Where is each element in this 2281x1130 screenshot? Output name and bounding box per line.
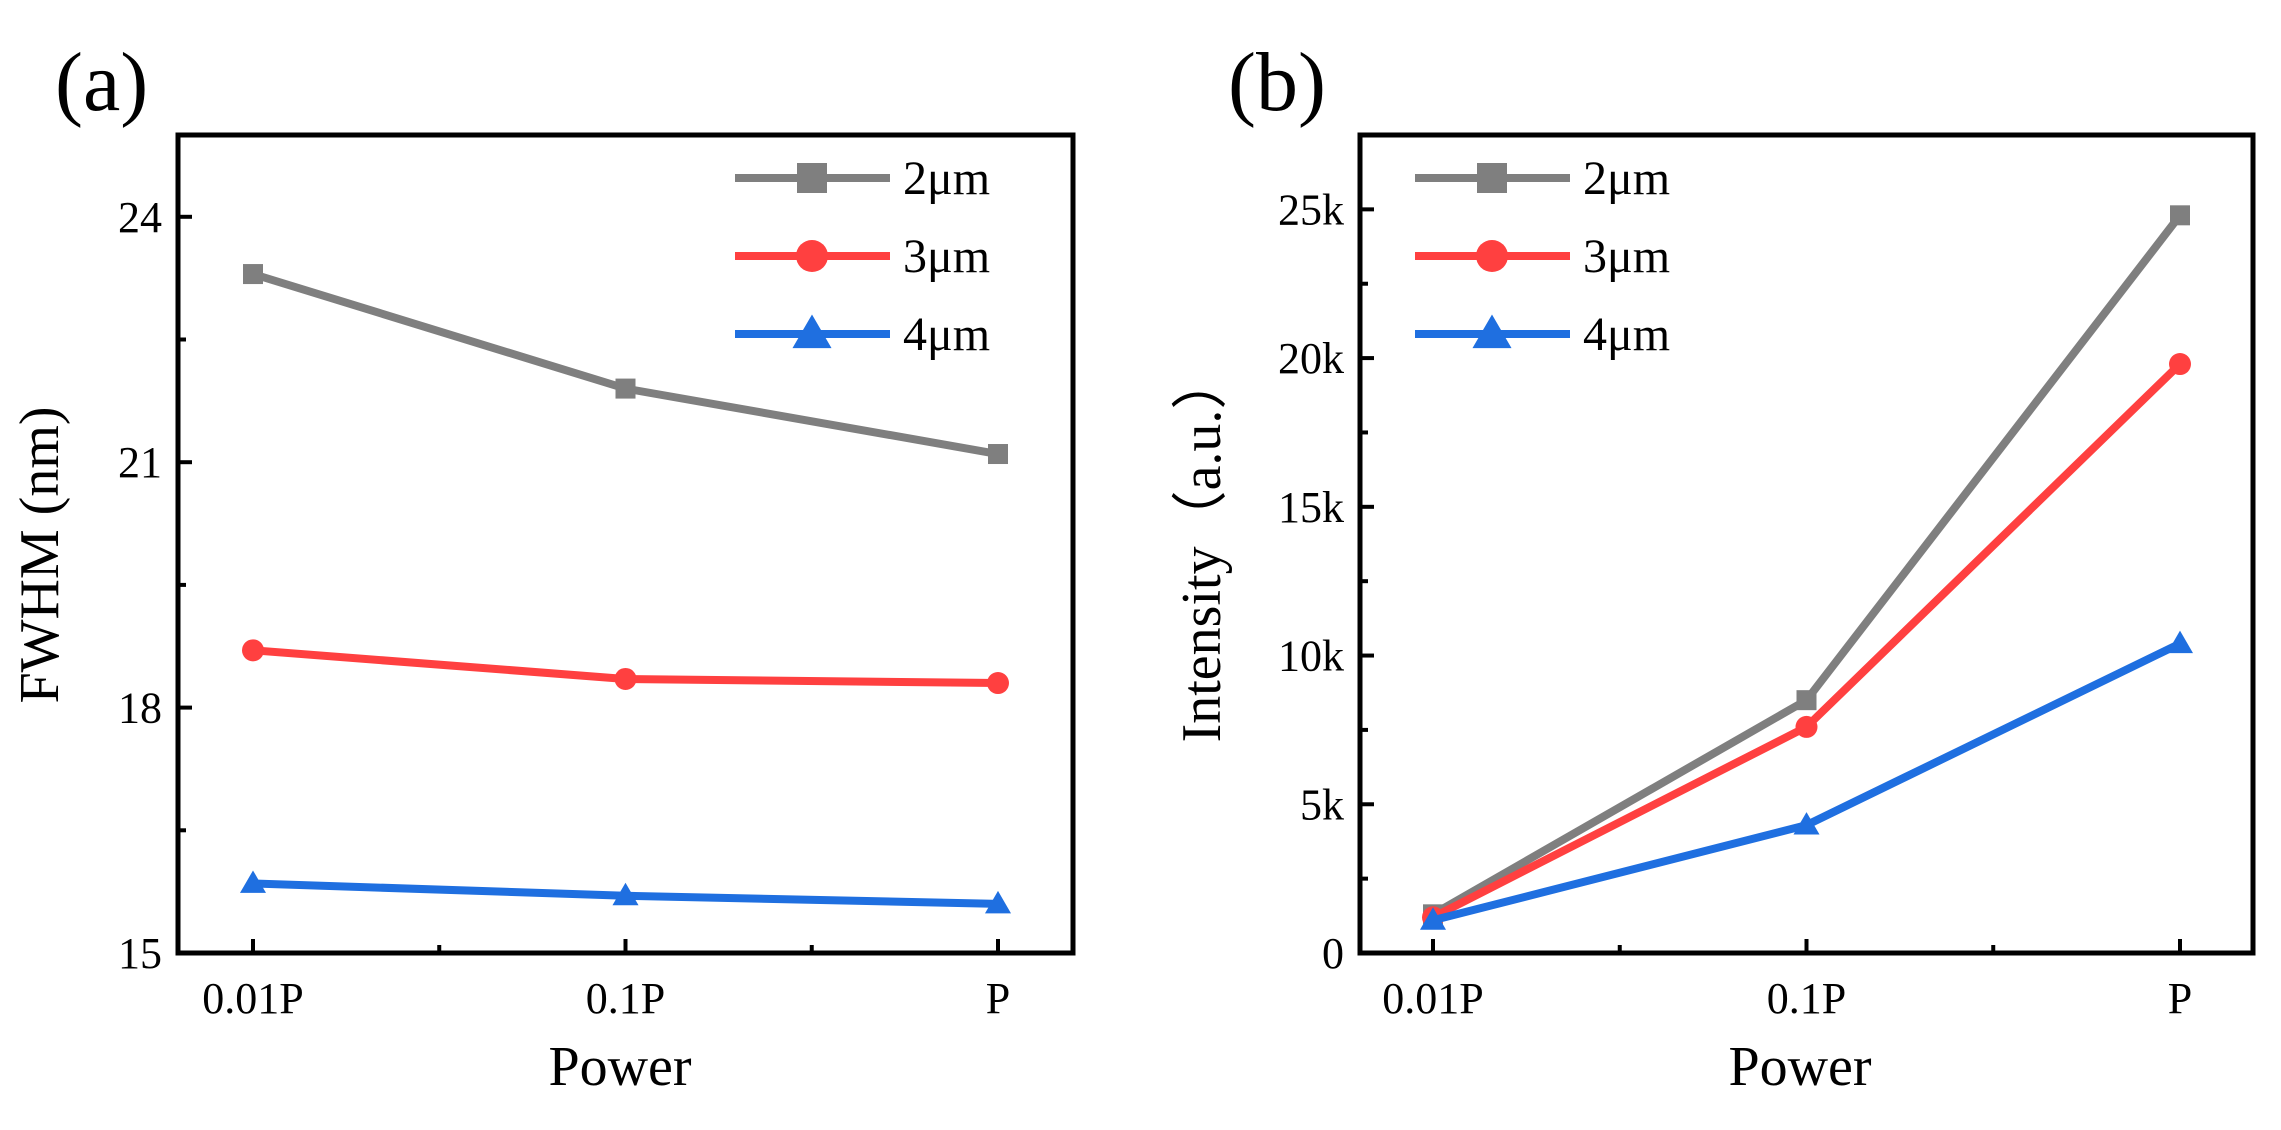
- panel-a-series-2-point: [612, 882, 639, 906]
- panel-b-series-1-point: [2169, 353, 2191, 376]
- panel-b-series-2-point: [1419, 907, 1447, 930]
- panel-b-y-tick-label: 25k: [1278, 185, 1344, 234]
- panel-a-plot-area: 15 18 21 24 0.01P 0.1P P 2μm 3μm 4μm: [118, 132, 1076, 1023]
- panel-a-series-2-point: [239, 870, 267, 893]
- panel-b-legend-2-label: 4μm: [1583, 308, 1670, 361]
- panel-a-series-1-point: [614, 667, 637, 690]
- panel-a-x-axis-label: Power: [548, 1036, 691, 1098]
- panel-b-legend-2-marker: [1472, 314, 1512, 349]
- panel-b-series-2-point: [2166, 630, 2194, 654]
- panel-b-legend-1-label: 3μm: [1583, 230, 1670, 283]
- panel-a-y-tick-label: 18: [118, 684, 162, 733]
- panel-a-legend-1-marker: [796, 240, 828, 272]
- panel-a-x-tick-label: 0.01P: [202, 974, 303, 1023]
- panel-b-plot-area: 0 5k 10k 15k 20k 25k 0.01P 0.1P P 2μm 3μm 4μm: [1278, 132, 2256, 1023]
- panel-b-y-tick-label: 10k: [1278, 632, 1344, 681]
- panel-b-y-tick-label: 20k: [1278, 334, 1344, 383]
- panel-b-y-axis-label: Intensity（a.u.）: [1171, 354, 1233, 743]
- panel-b-y-tick-label: 0: [1322, 929, 1344, 978]
- panel-a-y-tick-label: 15: [118, 929, 162, 978]
- panel-a-y-tick-label: 24: [118, 193, 162, 242]
- panel-a-legend-2-label: 4μm: [903, 308, 990, 361]
- panel-a: (a) 15 18 21 24 0.01P 0.1P P 2μm 3μm 4μm Power FW…: [9, 36, 1076, 1098]
- panel-b-series-0-point: [2170, 205, 2190, 226]
- panel-a-x-tick-label: 0.1P: [586, 974, 665, 1023]
- panel-a-legend-1-label: 3μm: [903, 230, 990, 283]
- panel-a-legend-0-label: 2μm: [903, 152, 990, 205]
- panel-a-series-0-point: [243, 264, 263, 285]
- panel-a-legend-0-marker: [797, 163, 827, 193]
- panel-a-y-tick-label: 21: [118, 438, 162, 487]
- panel-b-y-tick-label: 15k: [1278, 483, 1344, 532]
- panel-b-x-axis-label: Power: [1728, 1036, 1871, 1098]
- panel-b-legend-0-marker: [1477, 163, 1507, 193]
- panel-b-series-0-point: [1796, 690, 1817, 711]
- panel-b-y-tick-label: 5k: [1300, 780, 1344, 829]
- panel-b-series-2-line: [1432, 640, 2182, 925]
- panel-b-legend-1-marker: [1476, 240, 1508, 272]
- panel-a-label: (a): [55, 36, 148, 129]
- panel-a-series-0-line: [251, 270, 999, 458]
- panel-b-series-2-point: [1793, 812, 1820, 835]
- panel-b-label: (b): [1228, 36, 1326, 129]
- panel-a-series-1-point: [242, 639, 264, 662]
- panel-a-series-0-point: [988, 444, 1008, 465]
- panel-a-series-1-point: [987, 672, 1009, 695]
- panel-b-x-tick-label: 0.1P: [1767, 974, 1846, 1023]
- panel-a-series-2-point: [984, 890, 1012, 914]
- panel-a-series-0-point: [615, 378, 636, 399]
- panel-b-x-tick-label: 0.01P: [1382, 974, 1483, 1023]
- panel-b-series-0-line: [1431, 212, 2184, 918]
- panel-b-series-1-point: [1795, 715, 1818, 738]
- panel-a-y-axis-label: FWHM (nm): [9, 406, 71, 703]
- panel-b: (b) 0 5k 10k 15k 20k 25k 0.01P 0.1P P 2μm 3μm 4μm P…: [1171, 36, 2256, 1098]
- panel-b-legend-0-label: 2μm: [1583, 152, 1670, 205]
- panel-a-legend-2-marker: [792, 314, 832, 349]
- panel-a-x-tick-label: P: [986, 974, 1010, 1023]
- panel-b-x-tick-label: P: [2168, 974, 2192, 1023]
